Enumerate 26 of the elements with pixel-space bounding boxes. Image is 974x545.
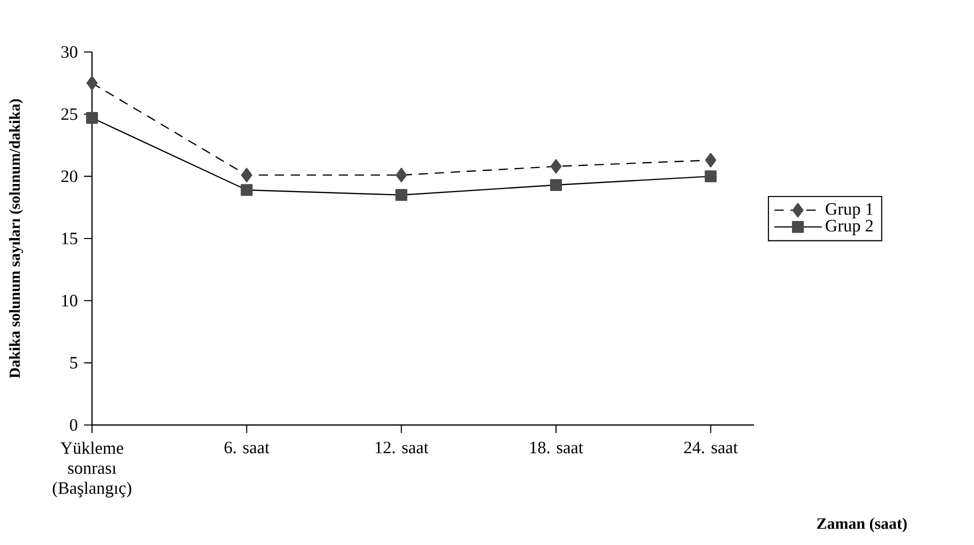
y-tick-label: 25 [61,108,78,120]
x-tick-label: 24. saat [684,442,738,454]
point [705,152,716,168]
y-tick-label: 5 [70,357,78,369]
y-axis-title: Dakika solunum sayıları (solunum/dakika) [9,99,24,378]
point [704,170,717,182]
point [240,184,253,196]
point [396,168,407,182]
legend-label: Grup 2 [826,220,873,236]
point [395,189,408,201]
y-tick-label: 30 [61,46,78,58]
y-tick-label: 0 [70,419,78,431]
point [241,168,252,182]
x-tick-label: 6. saat [224,442,270,454]
x-axis-title: Zaman (saat) [817,518,907,532]
x-tick-label: Yükleme sonrası (Başlangıç) [52,442,132,498]
point [550,179,562,191]
y-tick-label: 10 [62,294,78,306]
x-tick-label: 18. saat [530,442,584,454]
y-tick-label: 20 [61,170,78,182]
point [86,76,98,90]
point [86,112,98,124]
x-tick-label: 12. saat [376,442,428,454]
legend-label: Grup 1 [826,203,873,218]
y-tick-label: 15 [62,232,78,244]
point [550,159,562,174]
